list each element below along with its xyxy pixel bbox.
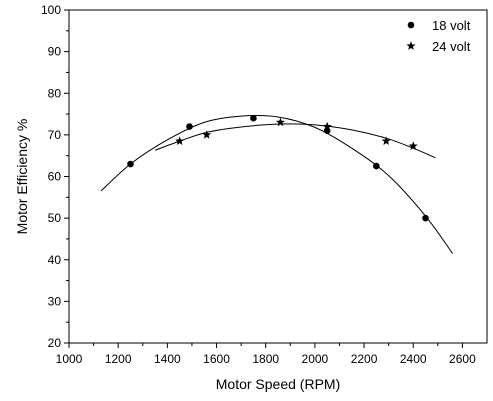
data-point-24-volt (408, 141, 418, 150)
legend: 18 volt 24 volt (406, 18, 471, 54)
data-point-24-volt (322, 121, 332, 131)
y-tick-label: 30 (48, 294, 62, 308)
fit-curve-24-volt (154, 123, 436, 159)
x-tick-label: 2000 (302, 352, 329, 366)
data-point-24-volt (275, 117, 286, 127)
fit-curves (100, 115, 453, 254)
y-axis-ticks: 20 30 40 50 60 70 80 90 100 (41, 3, 69, 350)
y-axis-title: Motor Efficiency % (14, 119, 30, 235)
legend-item-18-volt: 18 volt (407, 18, 471, 33)
y-tick-label: 60 (48, 170, 62, 184)
x-tick-label: 2400 (400, 352, 427, 366)
fit-curve-18-volt (100, 115, 453, 254)
x-tick-label: 1400 (154, 352, 181, 366)
data-point-24-volt (381, 136, 391, 145)
legend-marker-18-volt (407, 21, 415, 29)
y-tick-label: 80 (48, 86, 62, 100)
legend-marker-24-volt (406, 41, 416, 50)
data-point-18-volt (250, 114, 257, 122)
data-point-18-volt (422, 214, 429, 222)
legend-item-24-volt: 24 volt (406, 39, 471, 54)
data-point-18-volt (373, 162, 380, 170)
data-point-18-volt (186, 123, 193, 130)
legend-label-24-volt: 24 volt (432, 39, 471, 54)
y-tick-label: 40 (48, 253, 62, 267)
data-point-18-volt (127, 160, 134, 168)
x-tick-label: 1200 (105, 352, 132, 366)
x-tick-label: 1600 (203, 352, 230, 366)
x-axis-ticks: 1000 1200 1400 1600 1800 2000 2200 2400 2600 (56, 343, 476, 366)
x-tick-label: 2200 (351, 352, 378, 366)
y-tick-label: 20 (48, 336, 62, 350)
legend-label-18-volt: 18 volt (432, 18, 471, 33)
y-tick-label: 50 (48, 211, 62, 225)
data-point-24-volt (202, 130, 212, 139)
data-points (127, 114, 429, 222)
data-point-24-volt (175, 136, 185, 145)
y-tick-label: 100 (41, 3, 61, 17)
x-tick-label: 2600 (449, 352, 476, 366)
x-tick-label: 1800 (252, 352, 279, 366)
x-axis-title: Motor Speed (RPM) (216, 376, 340, 392)
y-tick-label: 90 (48, 45, 62, 59)
x-tick-label: 1000 (56, 352, 83, 366)
y-tick-label: 70 (48, 128, 62, 142)
